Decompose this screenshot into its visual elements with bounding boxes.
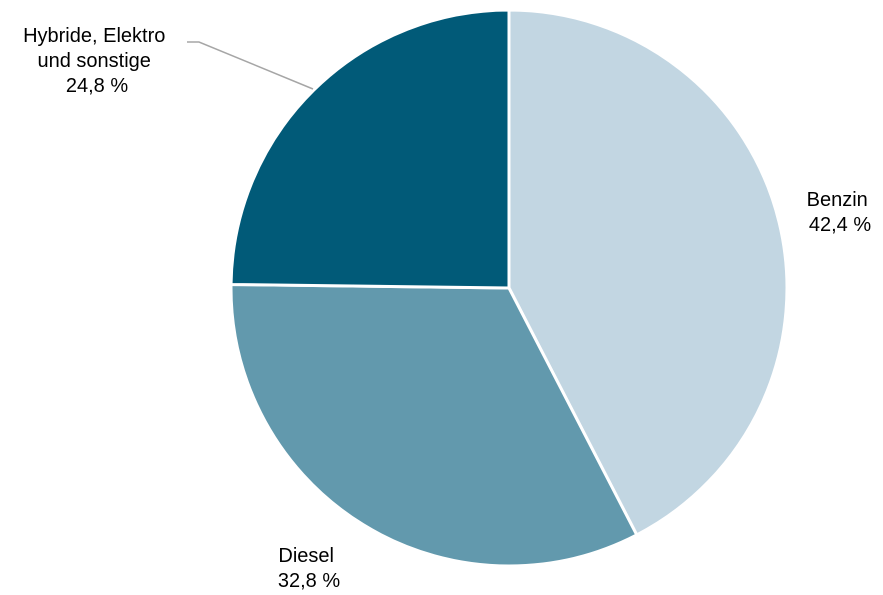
label-benzin: Benzin 42,4 % xyxy=(807,189,874,236)
slice-hybrid xyxy=(229,8,511,290)
leader-line-hybrid xyxy=(187,41,314,90)
pie-slices xyxy=(229,8,789,568)
label-benzin-value: 42,4 % xyxy=(809,214,871,236)
slice-diesel xyxy=(229,283,639,568)
slice-benzin xyxy=(507,8,789,537)
label-diesel: Diesel 32,8 % xyxy=(278,545,340,592)
label-hybrid-name-line2: und sonstige xyxy=(38,50,151,72)
label-hybrid-value: 24,8 % xyxy=(66,75,128,97)
label-hybrid: Hybride, Elektro und sonstige 24,8 % xyxy=(23,25,171,97)
label-diesel-name: Diesel xyxy=(278,545,334,567)
label-hybrid-name-line1: Hybride, Elektro xyxy=(23,25,165,47)
label-benzin-name: Benzin xyxy=(807,189,868,211)
label-diesel-value: 32,8 % xyxy=(278,570,340,592)
